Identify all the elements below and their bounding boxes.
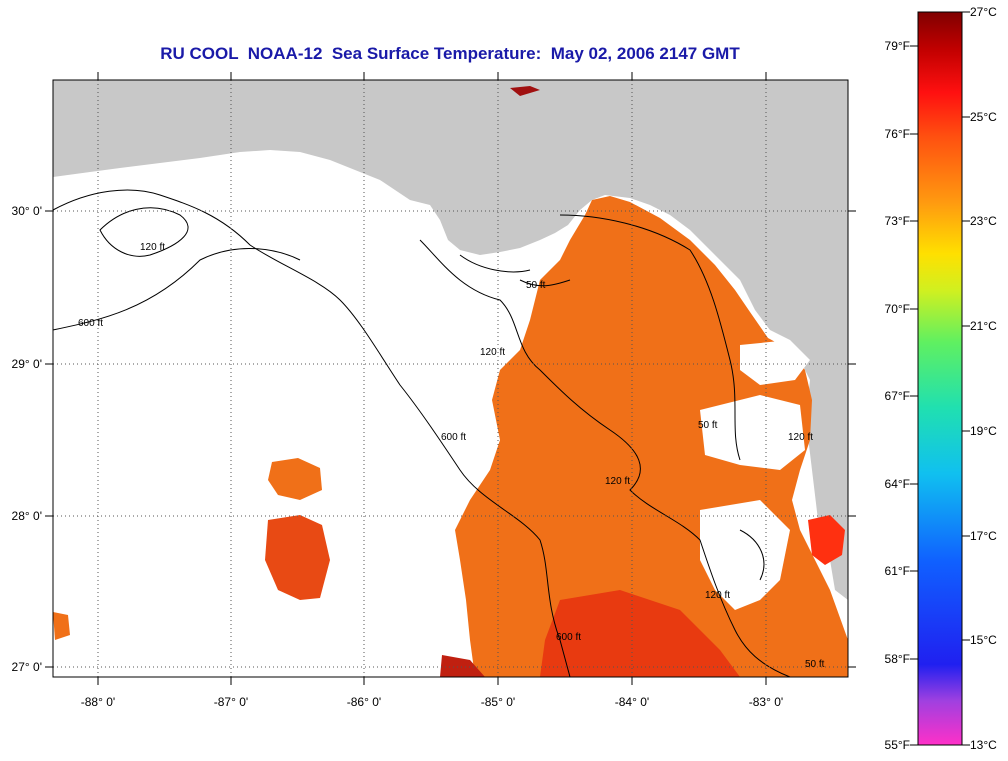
contour-label: 120 ft [140, 242, 165, 253]
graticule [53, 80, 848, 677]
sst-hot-spot-south [440, 655, 485, 677]
colorbar-c-label: 13°C [970, 738, 997, 752]
contour-label: 120 ft [605, 476, 630, 487]
axis-ticks [45, 72, 856, 685]
colorbar-f-label: 58°F [885, 652, 910, 666]
map-frame [52, 79, 849, 678]
colorbar-f-label: 55°F [885, 738, 910, 752]
lon-label: -87° 0' [214, 695, 248, 709]
colorbar-c-label: 15°C [970, 633, 997, 647]
lat-label: 30° 0' [12, 204, 42, 218]
colorbar-f-label: 70°F [885, 302, 910, 316]
contour-label: 50 ft [698, 420, 718, 431]
colorbar-f-label: 61°F [885, 564, 910, 578]
colorbar: 79°F 76°F 73°F 70°F 67°F 64°F 61°F 58°F … [885, 5, 998, 752]
longitude-labels: -88° 0' -87° 0' -86° 0' -85° 0' -84° 0' … [81, 695, 783, 709]
colorbar-c-label: 17°C [970, 529, 997, 543]
colorbar-f-label: 64°F [885, 477, 910, 491]
cloud-gap-2 [700, 500, 790, 610]
cloud-gap-1 [700, 395, 805, 470]
colorbar-c-label: 23°C [970, 214, 997, 228]
lat-label: 27° 0' [12, 660, 42, 674]
contour-label: 600 ft [78, 318, 103, 329]
bathymetry-contours [53, 189, 791, 677]
colorbar-gradient [917, 11, 963, 746]
lat-label: 29° 0' [12, 357, 42, 371]
colorbar-c-label: 27°C [970, 5, 997, 19]
sst-offshore-patch-1 [265, 515, 330, 600]
contour-label: 120 ft [705, 590, 730, 601]
contour-label: 50 ft [805, 659, 825, 670]
colorbar-f-label: 79°F [885, 39, 910, 53]
latitude-labels: 30° 0' 29° 0' 28° 0' 27° 0' [12, 204, 42, 674]
colorbar-c-label: 25°C [970, 110, 997, 124]
colorbar-f-label: 67°F [885, 389, 910, 403]
colorbar-f-label: 73°F [885, 214, 910, 228]
sst-small-patch [53, 612, 70, 640]
map-panel [53, 80, 848, 677]
contour-labels: 50 ft 120 ft 600 ft 120 ft 600 ft 50 ft … [78, 242, 825, 670]
lon-label: -83° 0' [749, 695, 783, 709]
lon-label: -88° 0' [81, 695, 115, 709]
colorbar-f-label: 76°F [885, 127, 910, 141]
contour-label: 600 ft [441, 432, 466, 443]
map-title: RU COOL NOAA-12 Sea Surface Temperature:… [160, 44, 740, 63]
sst-hot-spot-north [510, 86, 540, 96]
sst-hot-patch [540, 590, 740, 677]
contour-label: 120 ft [480, 347, 505, 358]
land-mass [53, 80, 848, 600]
sst-bay-patch [808, 515, 845, 565]
lon-label: -84° 0' [615, 695, 649, 709]
colorbar-c-label: 19°C [970, 424, 997, 438]
contour-label: 600 ft [556, 632, 581, 643]
lat-label: 28° 0' [12, 509, 42, 523]
lon-label: -85° 0' [481, 695, 515, 709]
contour-label: 50 ft [526, 280, 546, 291]
cloud-gap-3 [740, 340, 810, 385]
lon-label: -86° 0' [347, 695, 381, 709]
contour-label: 120 ft [788, 432, 813, 443]
colorbar-c-label: 21°C [970, 319, 997, 333]
sst-offshore-patch-2 [268, 458, 322, 500]
